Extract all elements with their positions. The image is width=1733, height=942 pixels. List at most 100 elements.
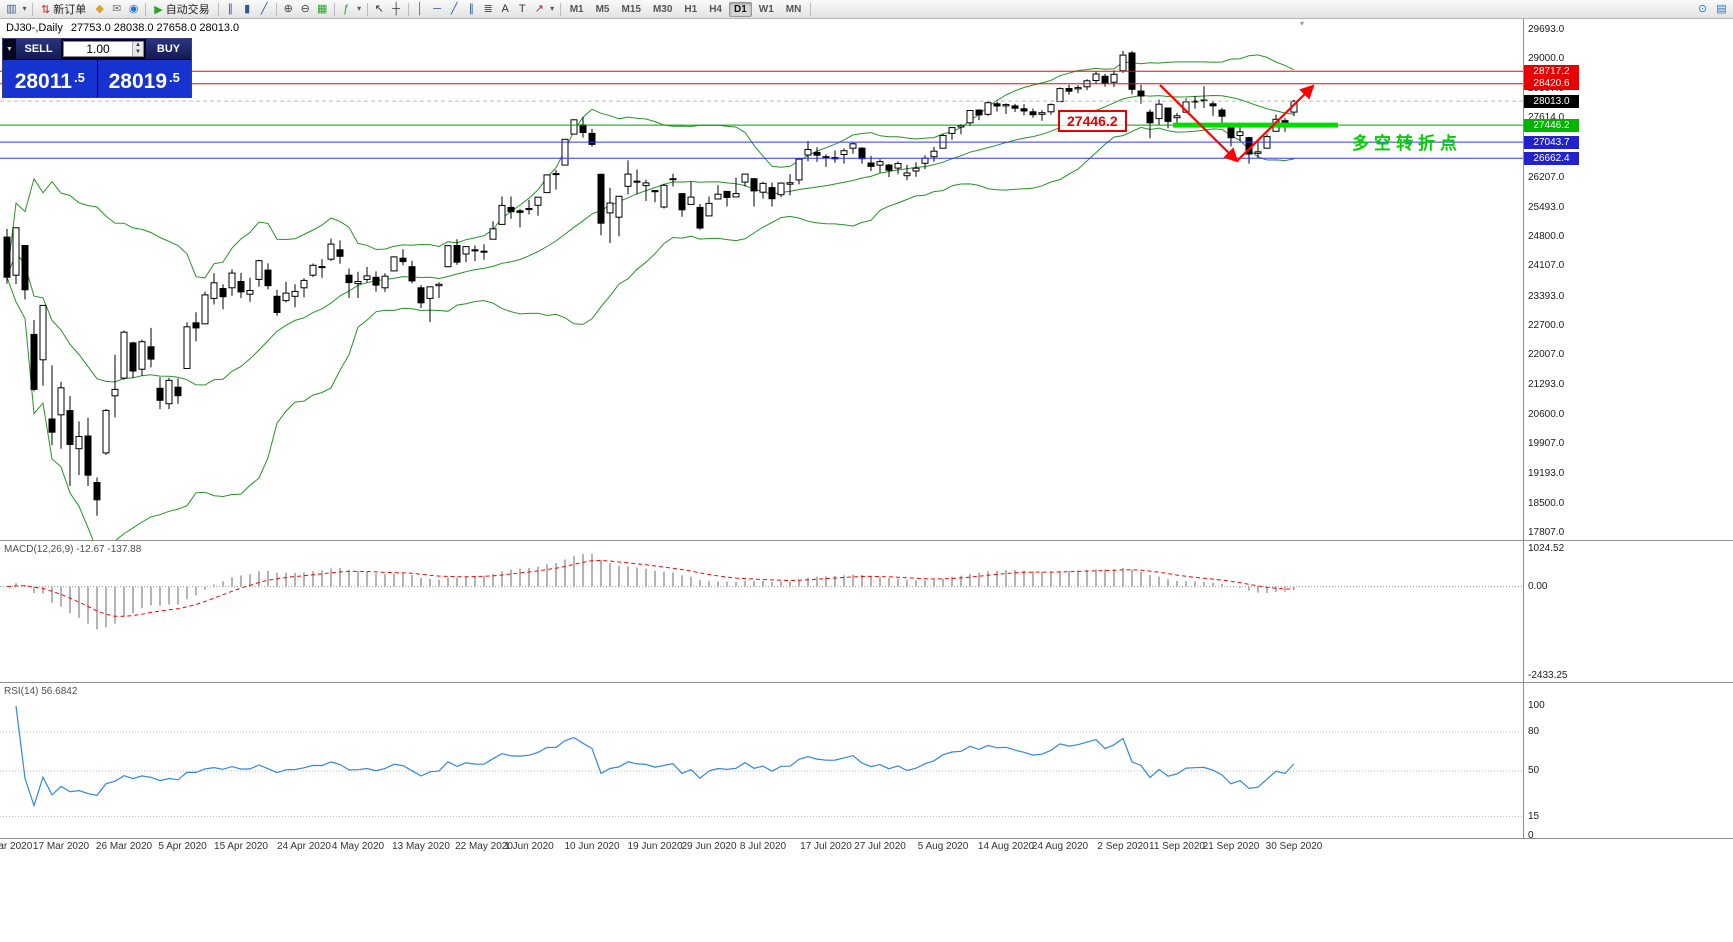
turning-point-annotation[interactable]: 多空转折点 [1352, 134, 1462, 153]
indicators-dropdown-icon[interactable]: ▾ [357, 4, 362, 13]
macd-indicator-panel[interactable] [0, 540, 1583, 683]
buy-price[interactable]: 28019 .5 [97, 60, 191, 97]
new-chart-icon[interactable]: ▥ [6, 2, 17, 15]
candlestick-icon[interactable]: ▮ [244, 2, 251, 15]
fibonacci-icon[interactable]: ≣ [483, 2, 493, 15]
volume-field[interactable]: 1.00 ▲ ▼ [63, 41, 144, 57]
cursor-icon[interactable]: ↖ [374, 2, 384, 15]
date-label: 5 Apr 2020 [158, 841, 207, 852]
tile-windows-icon[interactable]: ▦ [316, 2, 328, 15]
toolbar-separator [366, 2, 368, 16]
timeframe-m1-button[interactable]: M1 [569, 3, 584, 15]
price-tick-label: 26207.0 [1528, 171, 1565, 183]
date-label: 10 Jun 2020 [564, 841, 620, 852]
rsi-indicator-panel[interactable] [0, 683, 1583, 838]
volume-spinner: ▲ ▼ [132, 42, 143, 56]
price-tag: 28013.0 [1524, 94, 1579, 108]
buy-button[interactable]: BUY [146, 39, 191, 59]
new-order-button[interactable]: ⇅ 新订单 [36, 1, 91, 17]
rsi-line [15, 705, 1295, 808]
toolbar-separator [145, 2, 147, 16]
autotrading-button[interactable]: ▶ 自动交易 [149, 1, 214, 17]
main-price-chart[interactable] [0, 18, 1583, 540]
favorites-icon[interactable]: ◆ [95, 2, 104, 15]
date-axis-line [0, 838, 1733, 839]
volume-up-icon[interactable]: ▲ [133, 42, 143, 49]
sell-price[interactable]: 28011 .5 [3, 60, 97, 97]
profiles-dropdown-icon[interactable]: ▾ [22, 4, 27, 13]
date-label: 22 May 2020 [455, 841, 513, 852]
toolbar-separator [333, 2, 335, 16]
timeframe-h1-button[interactable]: H1 [684, 3, 698, 15]
channel-icon[interactable]: ∥ [468, 2, 474, 15]
sell-price-pips: .5 [73, 70, 85, 85]
text-icon[interactable]: A [501, 2, 509, 15]
bar-chart-icon[interactable]: ∥ [227, 2, 233, 15]
toolbar-separator [217, 2, 219, 16]
toolbar-separator [275, 2, 277, 16]
toolbar-separator [407, 2, 409, 16]
market-icon[interactable]: ◉ [128, 2, 139, 15]
toolbar-separator [559, 2, 561, 16]
buy-price-main: 28019 [108, 70, 168, 93]
timeframe-w1-button[interactable]: W1 [758, 3, 774, 15]
date-label: 29 Jun 2020 [681, 841, 737, 852]
date-label: 17 Jul 2020 [800, 841, 852, 852]
price-tick-label: 19907.0 [1528, 438, 1565, 450]
trendline-icon[interactable]: ╱ [450, 2, 458, 15]
price-tick-label: 22007.0 [1528, 349, 1565, 361]
date-label: 8 Jul 2020 [739, 841, 787, 852]
chart-shift-mar​ker: ▾ [1300, 19, 1305, 28]
panel-options-icon[interactable]: ▤ [1716, 2, 1727, 15]
autotrading-button-icon: ▶ [154, 3, 163, 16]
price-tick-label: 23393.0 [1528, 290, 1565, 302]
trend-arrow [1236, 84, 1315, 162]
sell-price-main: 28011 [14, 70, 72, 93]
zoom-out-icon[interactable]: ⊖ [300, 2, 310, 15]
sell-button[interactable]: SELL [16, 39, 61, 59]
date-label: 14 Aug 2020 [977, 841, 1035, 852]
date-label: 30 Sep 2020 [1265, 841, 1323, 852]
volume-down-icon[interactable]: ▼ [133, 49, 143, 56]
date-label: 4 May 2020 [331, 841, 385, 852]
timeframe-m5-button[interactable]: M5 [595, 3, 610, 15]
arrows-icon[interactable]: ↗ [534, 2, 544, 15]
macd-axis-label: 0.00 [1528, 580, 1548, 592]
indicators-icon[interactable]: ƒ [343, 2, 350, 15]
price-annotation[interactable]: 27446.2 [1058, 110, 1127, 132]
arrows-dropdown-icon[interactable]: ▾ [550, 4, 555, 13]
vertical-line-icon[interactable]: │ [416, 2, 424, 15]
price-tick-label: 20600.0 [1528, 408, 1565, 420]
price-tick-label: 21293.0 [1528, 379, 1565, 391]
timeframe-m15-button[interactable]: M15 [621, 3, 641, 15]
crosshair-icon[interactable]: ┼ [392, 2, 401, 15]
date-label: 1 Jun 2020 [504, 841, 554, 852]
line-chart-icon[interactable]: ╱ [260, 2, 268, 15]
toolbar: ▥ ▾ ⇅ 新订单 ◆ ✉ ◉ ▶ 自动交易 ∥ ▮ ╱ ⊕ ⊖ ▦ ƒ ▾ ↖ ┼ │ ─ ╱ ∥ ≣ A T ↗ ▾ M1 M5 M15… [0, 0, 1733, 19]
messages-icon[interactable]: ✉ [112, 2, 122, 15]
timeframe-h4-button[interactable]: H4 [709, 3, 722, 15]
timeframe-m30-button[interactable]: M30 [652, 3, 673, 15]
price-tag: 26662.4 [1524, 151, 1579, 165]
volume-value[interactable]: 1.00 [86, 42, 110, 56]
horizontal-line-icon[interactable]: ─ [433, 2, 442, 15]
timeframe-d1-button[interactable]: D1 [729, 1, 752, 17]
panel-separator[interactable] [0, 540, 1733, 541]
date-label: 24 Apr 2020 [277, 841, 331, 852]
collapse-one-click-icon[interactable]: ▼ [6, 45, 13, 53]
zoom-in-icon[interactable]: ⊕ [283, 2, 293, 15]
macd-signal-line [6, 559, 1295, 617]
timeframe-mn-button[interactable]: MN [785, 3, 802, 15]
new-order-button-label: 新订单 [53, 4, 87, 16]
date-label: 26 Mar 2020 [95, 841, 153, 852]
new-order-button-icon: ⇅ [41, 3, 51, 16]
price-tick-label: 29000.0 [1528, 53, 1565, 65]
toolbar-separator [32, 2, 33, 16]
toolbar-separator [810, 2, 812, 16]
panel-separator[interactable] [0, 682, 1733, 683]
macd-axis-label: -2433.25 [1528, 670, 1568, 681]
date-label: 9 Mar 2020 [0, 841, 33, 852]
price-tag: 27446.2 [1524, 118, 1579, 132]
search-icon[interactable]: ⊙ [1697, 2, 1708, 15]
label-icon[interactable]: T [518, 2, 526, 15]
